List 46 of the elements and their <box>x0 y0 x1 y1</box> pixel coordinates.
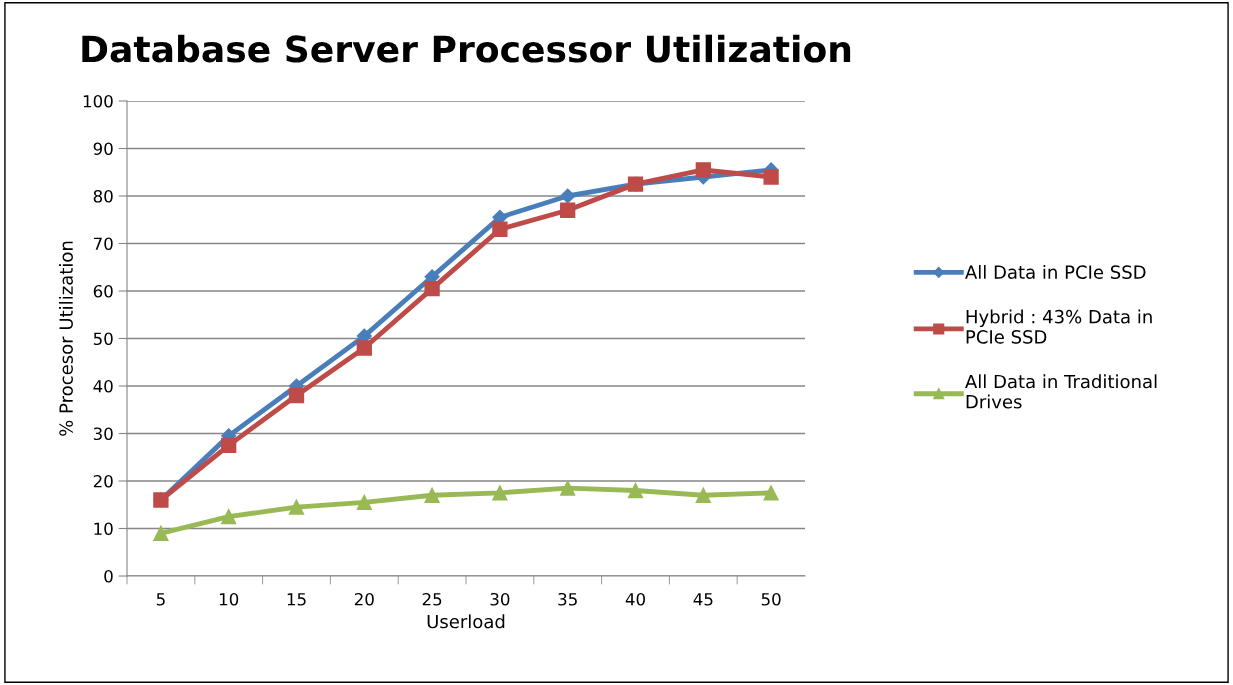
point <box>763 485 779 501</box>
point <box>695 487 711 503</box>
point <box>492 221 508 237</box>
legend-label: Hybrid : 43% Data in PCIe SSD <box>966 309 1152 344</box>
point <box>627 482 644 499</box>
y-tick-label: 60 <box>93 284 113 298</box>
point <box>221 508 237 525</box>
y-tick-label: 70 <box>93 237 113 251</box>
point <box>560 202 576 218</box>
y-tick-label: 50 <box>93 332 113 346</box>
y-tick-label: 40 <box>93 379 113 393</box>
y-tick-label: 100 <box>83 94 113 108</box>
y-tick-label: 80 <box>93 189 113 203</box>
point <box>695 162 711 178</box>
x-tick-label: 15 <box>287 593 306 606</box>
y-tick-label: 10 <box>94 522 113 536</box>
x-tick-label: 30 <box>490 592 510 606</box>
x-tick-label: 50 <box>761 592 781 606</box>
point <box>288 499 305 515</box>
legend-label: All Data in Traditional Drives <box>965 374 1157 409</box>
x-tick-label: 40 <box>625 592 645 606</box>
y-tick-label: 30 <box>93 427 113 441</box>
x-tick-label: 45 <box>693 593 713 606</box>
point <box>763 169 779 185</box>
x-tick-label: 5 <box>156 593 165 606</box>
x-tick-label: 10 <box>219 592 239 606</box>
x-tick-label: 25 <box>422 592 442 606</box>
chart-title: Database Server Processor Utilization <box>82 34 851 63</box>
y-tick-label: 20 <box>93 474 113 488</box>
point <box>424 487 440 503</box>
point <box>356 340 372 356</box>
point <box>492 485 508 501</box>
y-axis-title: % Procesor Utilization <box>58 241 73 436</box>
point <box>560 480 576 496</box>
point <box>153 525 169 541</box>
legend-label: All Data in PCIe SSD <box>965 264 1146 279</box>
x-tick-label: 35 <box>558 592 577 606</box>
point <box>560 188 576 204</box>
y-tick-label: 0 <box>104 569 113 583</box>
y-tick-label: 90 <box>93 142 113 156</box>
point <box>221 437 237 454</box>
point <box>424 280 440 297</box>
x-axis-title: Userload <box>427 614 505 629</box>
x-tick-label: 20 <box>354 592 374 606</box>
point <box>288 387 305 404</box>
point <box>356 494 372 511</box>
